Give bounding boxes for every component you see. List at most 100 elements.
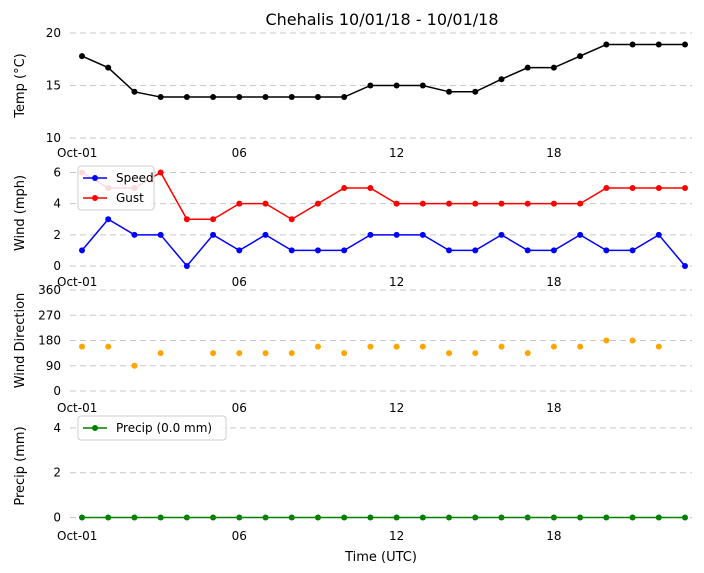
data-point-direction xyxy=(603,337,610,344)
data-point-temp xyxy=(550,64,557,71)
series-line-gust xyxy=(81,171,685,221)
data-point-precip xyxy=(131,514,138,521)
y-tick-label: 2 xyxy=(53,228,61,242)
panel-1: 10 15 20 Oct-01 06 12 18 Temp (°C) xyxy=(13,26,692,160)
panel-4: 0 2 4 Oct-01 06 12 18 Precip (mm) Precip (0.0 mm… xyxy=(13,415,692,543)
data-point-gust xyxy=(655,185,662,192)
panel-2: 0 2 4 6 Oct-01 06 12 18 Wind (mph) Speed Gust xyxy=(13,165,692,289)
data-point-direction xyxy=(210,350,217,357)
data-point-direction xyxy=(472,350,479,357)
data-point-speed xyxy=(550,247,557,254)
data-point-direction xyxy=(393,343,400,350)
data-point-direction xyxy=(157,350,164,357)
y-tick-label: 360 xyxy=(38,283,61,297)
data-point-precip xyxy=(183,514,190,521)
x-tick-label: 06 xyxy=(232,275,247,289)
data-point-direction xyxy=(524,350,531,357)
data-point-direction xyxy=(288,350,295,357)
y-tick-label: 270 xyxy=(38,308,61,322)
data-point-precip xyxy=(393,514,400,521)
data-point-temp xyxy=(498,76,505,83)
x-tick-label: 18 xyxy=(546,275,561,289)
y-axis-label: Wind (mph) xyxy=(13,175,28,251)
panel-3: 0 90 180 270 360 Oct-01 06 12 18 Wind Direction xyxy=(13,283,692,415)
data-point-precip xyxy=(367,514,374,521)
data-point-speed xyxy=(79,247,85,254)
data-point-speed xyxy=(419,231,426,238)
data-point-temp xyxy=(105,64,112,71)
data-point-direction xyxy=(655,343,662,350)
data-point-temp xyxy=(655,41,662,48)
data-point-direction xyxy=(629,337,636,344)
data-point-direction xyxy=(105,343,112,350)
data-point-direction xyxy=(419,343,426,350)
legend: Precip (0.0 mm) xyxy=(77,415,227,441)
y-tick-label: 4 xyxy=(53,197,61,211)
data-point-temp xyxy=(682,41,688,48)
data-point-speed xyxy=(603,247,610,254)
data-point-precip xyxy=(79,514,85,521)
data-point-precip xyxy=(629,514,636,521)
data-point-precip xyxy=(682,514,688,521)
legend-marker-gust xyxy=(92,195,98,201)
data-point-direction xyxy=(236,350,243,357)
y-tick-label: 2 xyxy=(53,466,61,480)
data-point-speed xyxy=(131,231,138,238)
x-tick-label: Oct-01 xyxy=(57,529,97,543)
data-point-precip xyxy=(550,514,557,521)
x-tick-label: 12 xyxy=(389,146,404,160)
data-point-temp xyxy=(79,53,85,60)
data-point-gust xyxy=(236,200,243,207)
data-point-speed xyxy=(210,231,217,238)
data-point-speed xyxy=(446,247,453,254)
data-point-temp xyxy=(577,53,584,60)
data-point-direction xyxy=(79,343,85,350)
data-point-gust xyxy=(577,200,584,207)
data-point-temp xyxy=(131,88,138,95)
x-tick-label: Oct-01 xyxy=(57,401,97,415)
legend-marker-speed xyxy=(92,175,98,181)
data-point-speed xyxy=(682,263,688,269)
data-point-gust xyxy=(603,185,610,192)
data-point-precip xyxy=(419,514,426,521)
data-point-temp xyxy=(288,94,295,101)
data-point-gust xyxy=(183,216,190,223)
data-point-gust xyxy=(262,200,269,207)
data-point-temp xyxy=(341,94,348,101)
y-tick-label: 4 xyxy=(53,421,61,435)
x-tick-label: 12 xyxy=(389,275,404,289)
data-point-direction xyxy=(262,350,269,357)
data-point-precip xyxy=(577,514,584,521)
data-point-gust xyxy=(341,185,348,192)
data-point-direction xyxy=(550,343,557,350)
data-point-direction xyxy=(314,343,321,350)
data-point-speed xyxy=(629,247,636,254)
data-point-speed xyxy=(524,247,531,254)
series-line-speed xyxy=(81,218,686,268)
chart-title: Chehalis 10/01/18 - 10/01/18 xyxy=(265,10,498,29)
x-tick-label: 06 xyxy=(232,529,247,543)
legend-label-precip: Precip (0.0 mm) xyxy=(116,421,212,435)
y-tick-label: 0 xyxy=(53,511,61,525)
x-tick-label: Oct-01 xyxy=(57,146,97,160)
data-point-precip xyxy=(262,514,269,521)
y-tick-label: 90 xyxy=(46,359,61,373)
data-point-direction xyxy=(131,362,138,369)
data-point-temp xyxy=(210,94,217,101)
data-point-temp xyxy=(367,82,374,89)
data-point-gust xyxy=(498,200,505,207)
data-point-speed xyxy=(262,231,269,238)
data-point-speed xyxy=(236,247,243,254)
data-point-gust xyxy=(629,185,636,192)
data-point-gust xyxy=(393,200,400,207)
data-point-temp xyxy=(419,82,426,89)
data-point-gust xyxy=(288,216,295,223)
data-point-gust xyxy=(419,200,426,207)
data-point-precip xyxy=(655,514,662,521)
data-point-speed xyxy=(577,231,584,238)
x-tick-label: 18 xyxy=(546,529,561,543)
data-point-speed xyxy=(105,216,112,223)
y-tick-label: 0 xyxy=(53,259,61,273)
data-point-temp xyxy=(524,64,531,71)
